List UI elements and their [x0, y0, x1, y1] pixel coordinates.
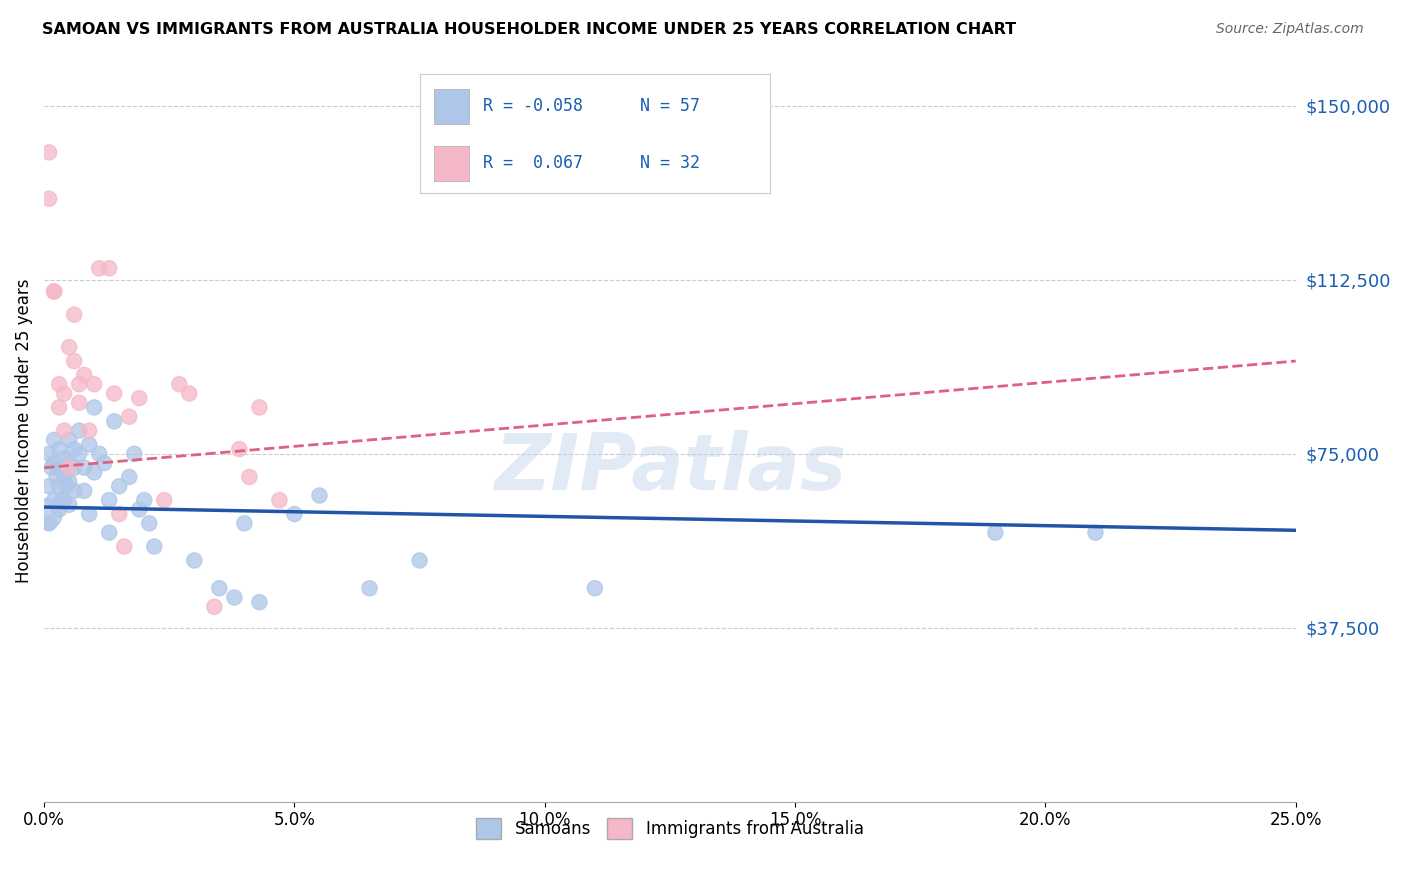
Point	[202, 599, 225, 614]
Point	[67, 447, 90, 461]
Point	[48, 442, 70, 457]
Point	[984, 525, 1007, 540]
Point	[108, 507, 131, 521]
Point	[143, 540, 166, 554]
Point	[73, 483, 96, 498]
Legend: Samoans, Immigrants from Australia: Samoans, Immigrants from Australia	[470, 812, 870, 846]
Point	[42, 285, 65, 299]
Point	[283, 507, 305, 521]
Text: SAMOAN VS IMMIGRANTS FROM AUSTRALIA HOUSEHOLDER INCOME UNDER 25 YEARS CORRELATIO: SAMOAN VS IMMIGRANTS FROM AUSTRALIA HOUS…	[42, 22, 1017, 37]
Point	[1084, 525, 1107, 540]
Y-axis label: Householder Income Under 25 years: Householder Income Under 25 years	[15, 278, 32, 582]
Point	[63, 460, 86, 475]
Point	[38, 447, 60, 461]
Point	[53, 451, 76, 466]
Point	[93, 456, 115, 470]
Point	[118, 470, 141, 484]
Point	[128, 391, 150, 405]
Point	[583, 581, 606, 595]
Point	[138, 516, 160, 531]
Point	[67, 396, 90, 410]
Point	[247, 401, 270, 415]
Point	[89, 447, 111, 461]
Point	[359, 581, 381, 595]
Point	[73, 460, 96, 475]
Point	[83, 466, 105, 480]
Point	[228, 442, 250, 457]
Point	[408, 553, 430, 567]
Point	[238, 470, 260, 484]
Point	[208, 581, 231, 595]
Point	[53, 470, 76, 484]
Point	[63, 442, 86, 457]
Point	[73, 368, 96, 382]
Point	[83, 401, 105, 415]
Point	[183, 553, 205, 567]
Point	[48, 401, 70, 415]
Point	[41, 460, 63, 475]
Point	[51, 493, 73, 508]
Point	[58, 340, 80, 354]
Point	[63, 308, 86, 322]
Point	[42, 456, 65, 470]
Point	[48, 377, 70, 392]
Point	[122, 447, 145, 461]
Point	[63, 483, 86, 498]
Point	[58, 433, 80, 447]
Point	[103, 414, 125, 428]
Point	[77, 507, 100, 521]
Point	[38, 192, 60, 206]
Point	[58, 460, 80, 475]
Point	[53, 386, 76, 401]
Point	[63, 354, 86, 368]
Point	[128, 502, 150, 516]
Text: ZIPatlas: ZIPatlas	[494, 430, 846, 506]
Point	[98, 493, 121, 508]
Point	[42, 433, 65, 447]
Point	[83, 377, 105, 392]
Point	[153, 493, 176, 508]
Point	[169, 377, 191, 392]
Point	[77, 437, 100, 451]
Point	[38, 479, 60, 493]
Point	[67, 377, 90, 392]
Point	[42, 285, 65, 299]
Point	[58, 456, 80, 470]
Point	[233, 516, 256, 531]
Point	[108, 479, 131, 493]
Point	[55, 479, 77, 493]
Point	[53, 424, 76, 438]
Point	[98, 261, 121, 276]
Point	[103, 386, 125, 401]
Point	[224, 591, 246, 605]
Point	[269, 493, 291, 508]
Point	[48, 460, 70, 475]
Point	[48, 479, 70, 493]
Point	[308, 489, 330, 503]
Point	[67, 424, 90, 438]
Point	[98, 525, 121, 540]
Point	[42, 493, 65, 508]
Point	[58, 498, 80, 512]
Point	[179, 386, 201, 401]
Point	[38, 145, 60, 160]
Point	[45, 470, 67, 484]
Point	[35, 507, 58, 521]
Point	[38, 516, 60, 531]
Point	[112, 540, 135, 554]
Point	[48, 502, 70, 516]
Point	[134, 493, 156, 508]
Text: Source: ZipAtlas.com: Source: ZipAtlas.com	[1216, 22, 1364, 37]
Point	[53, 493, 76, 508]
Point	[58, 475, 80, 489]
Point	[118, 409, 141, 424]
Point	[247, 595, 270, 609]
Point	[77, 424, 100, 438]
Point	[89, 261, 111, 276]
